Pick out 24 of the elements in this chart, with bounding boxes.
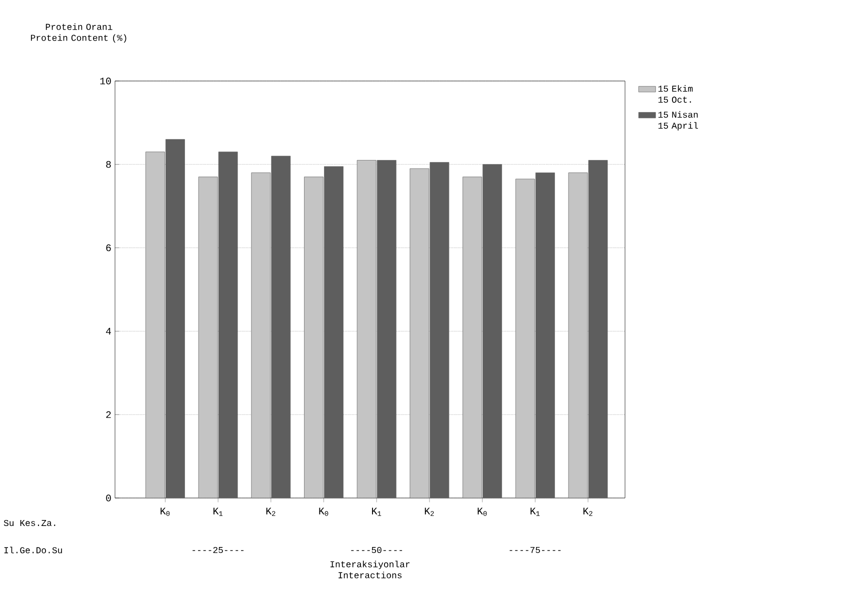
y-tick-label: 2 — [106, 411, 111, 418]
text: ----75---- — [510, 547, 561, 554]
legend-label: 15 Ekim 15 Oct. — [658, 85, 693, 103]
text: ----25---- — [192, 546, 244, 554]
x-tick-label: K$_{2}$ — [266, 508, 276, 516]
y-tick-label: 4 — [106, 328, 111, 334]
x-tick-label: K$_{2}$ — [583, 508, 592, 516]
x-tick-label: K$_{0}$ — [319, 508, 328, 516]
x-axis-title: Interaksiyonlar Interactions — [330, 560, 410, 578]
x-tick-label: K$_{1}$ — [214, 508, 223, 516]
y-tick-label: 8 — [106, 161, 111, 168]
x-tick-label: K$_{1}$ — [372, 508, 382, 516]
text: Su Kes.Za. — [4, 520, 56, 526]
x-tick-label: K$_{1}$ — [530, 508, 540, 516]
y-tick-label: 10 — [100, 78, 111, 84]
x-tick-label: K$_{0}$ — [478, 508, 487, 516]
text: Il.Ge.Do.Su — [4, 546, 62, 554]
y-axis-title: Protein Oranı Protein Content (%) — [30, 23, 126, 43]
text: ----50---- — [351, 546, 402, 554]
x-tick-label: K$_{0}$ — [160, 508, 170, 516]
x-tick-label: K$_{2}$ — [424, 508, 434, 516]
y-tick-label: 6 — [106, 244, 111, 252]
legend-label: 15 Nisan 15 April — [658, 111, 698, 130]
y-tick-label: 0 — [106, 494, 111, 502]
